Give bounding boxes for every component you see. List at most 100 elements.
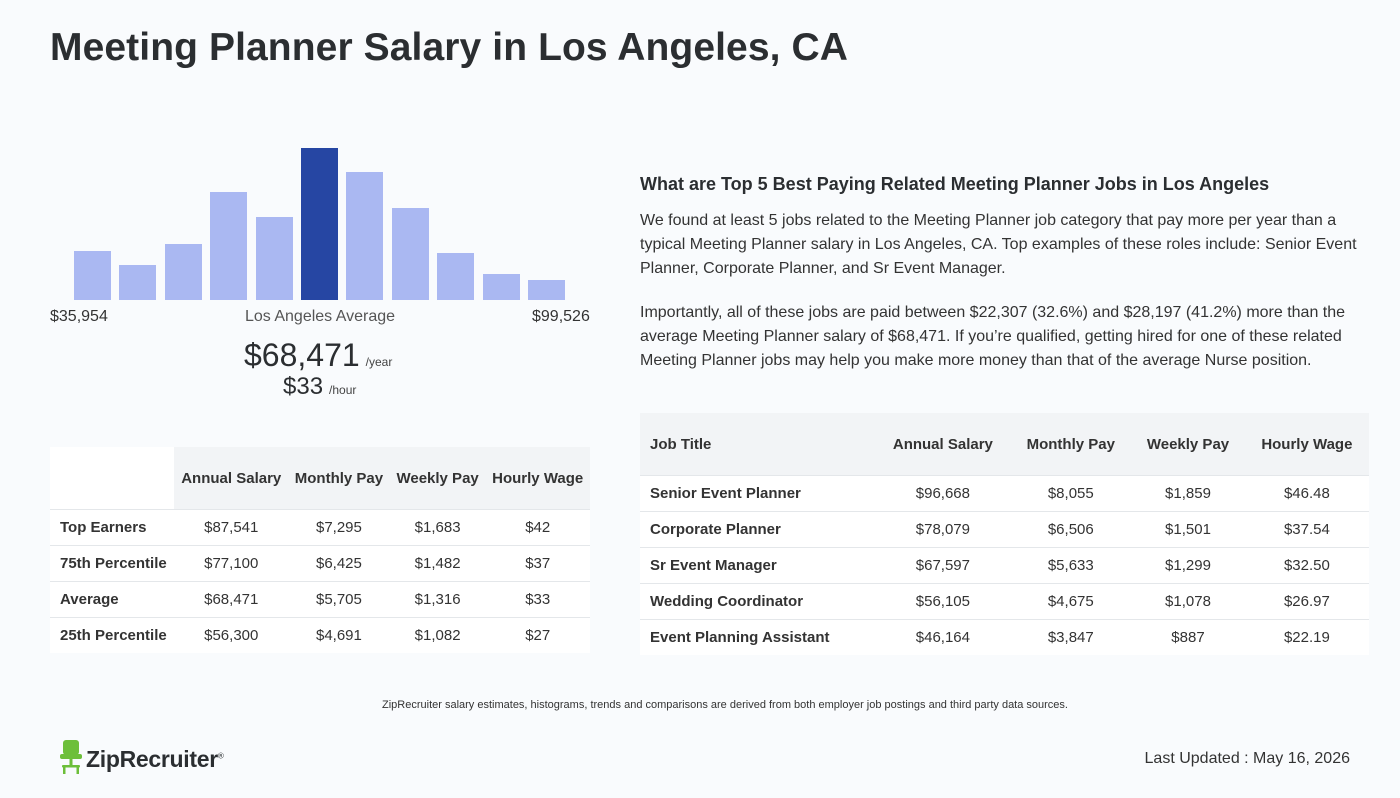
row-label: Top Earners: [50, 509, 175, 546]
row-label: Average: [50, 581, 175, 618]
annual-unit: /year: [365, 355, 393, 369]
average-hourly-wage: $33/hour: [283, 373, 356, 401]
histogram-bar: [482, 274, 520, 300]
related-jobs-heading: What are Top 5 Best Paying Related Meeti…: [640, 174, 1270, 194]
row-label: 75th Percentile: [50, 545, 175, 582]
table-cell: $5,705: [288, 581, 390, 618]
table-cell: $6,506: [1010, 511, 1132, 548]
table-row: Corporate Planner $78,079 $6,506 $1,501 $37.…: [640, 511, 1369, 548]
table-row: Average $68,471 $5,705 $1,316 $33: [50, 581, 590, 618]
related-jobs-paragraph-1: We found at least 5 jobs related to the …: [640, 212, 1357, 277]
table-cell: $68,471: [174, 581, 289, 618]
table-cell: $4,675: [1010, 583, 1132, 620]
table-cell: $3,847: [1010, 619, 1132, 655]
histogram-bar: [74, 251, 111, 300]
table-cell: $77,100: [174, 545, 289, 582]
header-hourly: Hourly Wage: [485, 447, 590, 510]
table-row: 25th Percentile $56,300 $4,691 $1,082 $27: [50, 617, 590, 653]
salary-histogram: [50, 120, 590, 300]
header-monthly: Monthly Pay: [1010, 413, 1132, 476]
table-cell: $46,164: [875, 619, 1011, 655]
percentile-table: Annual Salary Monthly Pay Weekly Pay Hou…: [50, 447, 590, 653]
table-cell: $87,541: [174, 509, 289, 546]
page-title: Meeting Planner Salary in Los Angeles, C…: [50, 26, 849, 69]
table-cell: $1,501: [1131, 511, 1245, 548]
table-cell: $5,633: [1010, 547, 1132, 584]
table-cell: $56,300: [174, 617, 289, 653]
range-min-label: $35,954: [50, 308, 108, 325]
histogram-bar: [391, 208, 429, 300]
header-blank: [50, 447, 175, 510]
average-annual-salary: $68,471/year: [244, 337, 392, 374]
ziprecruiter-logo[interactable]: ZipRecruiter®: [60, 740, 224, 779]
table-cell: $1,082: [389, 617, 486, 653]
header-weekly: Weekly Pay: [1131, 413, 1245, 476]
histogram-bar: [119, 265, 157, 300]
table-cell: $27: [485, 617, 590, 653]
row-label: Senior Event Planner: [640, 475, 876, 512]
row-label: Corporate Planner: [640, 511, 876, 548]
table-cell: $22.19: [1244, 619, 1369, 655]
table-header-row: Job Title Annual Salary Monthly Pay Week…: [640, 413, 1369, 476]
annual-value: $68,471: [244, 337, 360, 373]
table-cell: $37: [485, 545, 590, 582]
average-label: Los Angeles Average: [245, 308, 396, 325]
table-cell: $1,859: [1131, 475, 1245, 512]
table-row: 75th Percentile $77,100 $6,425 $1,482 $37: [50, 545, 590, 582]
hourly-value: $33: [283, 373, 324, 400]
table-cell: $46.48: [1244, 475, 1369, 512]
disclaimer: ZipRecruiter salary estimates, histogram…: [382, 699, 1068, 711]
range-max-label: $99,526: [532, 308, 590, 325]
header-monthly: Monthly Pay: [288, 447, 390, 510]
table-cell: $8,055: [1010, 475, 1132, 512]
header-annual: Annual Salary: [174, 447, 289, 510]
header-annual: Annual Salary: [875, 413, 1011, 476]
logo-wordmark: ZipRecruiter: [86, 746, 218, 772]
table-cell: $56,105: [875, 583, 1011, 620]
table-row: Top Earners $87,541 $7,295 $1,683 $42: [50, 509, 590, 546]
table-cell: $67,597: [875, 547, 1011, 584]
chair-icon: [60, 740, 82, 779]
registered-mark: ®: [217, 751, 224, 761]
table-cell: $26.97: [1244, 583, 1369, 620]
related-jobs-paragraph-2: Importantly, all of these jobs are paid …: [640, 304, 1346, 369]
table-cell: $6,425: [288, 545, 390, 582]
table-cell: $1,482: [389, 545, 486, 582]
table-cell: $42: [485, 509, 590, 546]
table-header-row: Annual Salary Monthly Pay Weekly Pay Hou…: [50, 447, 590, 510]
table-cell: $1,683: [389, 509, 486, 546]
table-row: Event Planning Assistant $46,164 $3,847 $88…: [640, 619, 1369, 655]
table-cell: $1,316: [389, 581, 486, 618]
table-row: Sr Event Manager $67,597 $5,633 $1,299 $32.5…: [640, 547, 1369, 584]
row-label: Event Planning Assistant: [640, 619, 876, 655]
header-weekly: Weekly Pay: [389, 447, 486, 510]
related-jobs-table: Job Title Annual Salary Monthly Pay Week…: [640, 413, 1369, 655]
header-hourly: Hourly Wage: [1244, 413, 1369, 476]
table-cell: $1,299: [1131, 547, 1245, 584]
table-cell: $887: [1131, 619, 1245, 655]
row-label: 25th Percentile: [50, 617, 175, 653]
table-row: Wedding Coordinator $56,105 $4,675 $1,078 $2…: [640, 583, 1369, 620]
hourly-unit: /hour: [329, 383, 357, 397]
table-row: Senior Event Planner $96,668 $8,055 $1,859 $…: [640, 475, 1369, 512]
table-cell: $37.54: [1244, 511, 1369, 548]
histogram-bar: [164, 244, 202, 300]
header-job-title: Job Title: [640, 413, 876, 476]
table-cell: $33: [485, 581, 590, 618]
table-cell: $4,691: [288, 617, 390, 653]
histogram-bar: [210, 192, 248, 300]
table-cell: $1,078: [1131, 583, 1245, 620]
histogram-bar: [346, 172, 384, 300]
histogram-bar-average: [301, 148, 338, 300]
logo-text: ZipRecruiter®: [86, 746, 224, 773]
histogram-bar: [437, 253, 475, 300]
histogram-bar: [255, 217, 293, 300]
table-cell: $78,079: [875, 511, 1011, 548]
table-cell: $32.50: [1244, 547, 1369, 584]
table-cell: $7,295: [288, 509, 390, 546]
row-label: Sr Event Manager: [640, 547, 876, 584]
table-cell: $96,668: [875, 475, 1011, 512]
last-updated: Last Updated : May 16, 2026: [1144, 750, 1350, 767]
row-label: Wedding Coordinator: [640, 583, 876, 620]
histogram-bar: [528, 280, 565, 300]
